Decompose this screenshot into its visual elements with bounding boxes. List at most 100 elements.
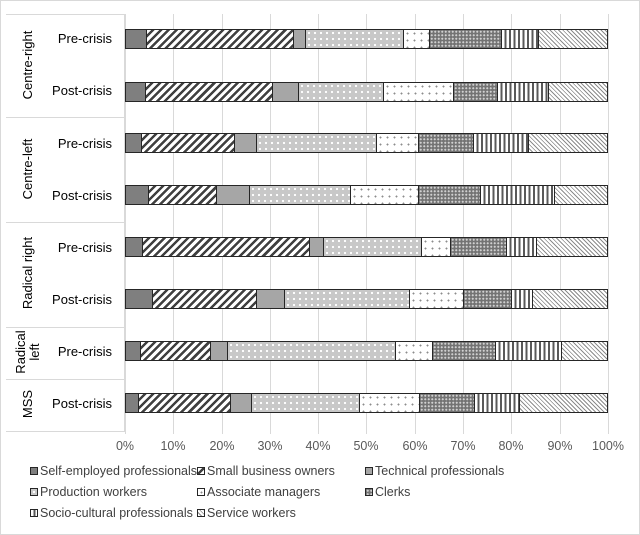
bar-segment-production-workers [227,341,396,361]
bar-centre-right-pre [125,29,608,49]
gridline-100 [608,14,609,434]
legend-label: Associate managers [207,485,321,499]
x-tick-label: 40% [305,439,331,453]
row-label-mss-post: Post-crisis [52,396,112,411]
bar-segment-self-employed-professionals [125,133,142,153]
bar-segment-self-employed-professionals [125,29,148,49]
row-label-radical-right-post: Post-crisis [52,292,112,307]
x-tick-label: 100% [592,439,624,453]
x-tick-label: 0% [115,439,135,453]
legend-label: Clerks [375,485,411,499]
bar-segment-small-business-owners [140,341,211,361]
bar-segment-production-workers [250,185,352,205]
bar-segment-service-workers [538,29,608,49]
bar-segment-small-business-owners [145,82,273,102]
bar-segment-self-employed-professionals [125,393,140,413]
bar-segment-socio-cultural-professionals [495,341,563,361]
bar-segment-technical-professionals [235,133,258,153]
bar-segment-small-business-owners [142,237,310,257]
bar-segment-production-workers [323,237,423,257]
bar-segment-self-employed-professionals [125,185,150,205]
bar-segment-associate-managers [403,29,430,49]
service-workers-swatch-icon [197,509,205,517]
gridline-80 [511,14,512,434]
bar-segment-service-workers [528,133,608,153]
row-label-centre-right-post: Post-crisis [52,83,112,98]
bar-radical-right-pre [125,237,608,257]
x-tick-label: 50% [353,439,379,453]
bar-segment-socio-cultural-professionals [497,82,550,102]
bar-segment-small-business-owners [139,393,231,413]
bar-segment-production-workers [298,82,384,102]
bar-segment-self-employed-professionals [125,237,143,257]
legend-label: Service workers [207,506,296,520]
bar-segment-technical-professionals [272,82,299,102]
small-business-swatch-icon [197,467,205,475]
bar-segment-small-business-owners [141,133,235,153]
bar-centre-right-post [125,82,608,102]
bar-segment-service-workers [536,237,608,257]
legend-label: Small business owners [207,464,335,478]
bar-segment-production-workers [284,289,410,309]
bar-segment-clerks [464,289,512,309]
bar-segment-socio-cultural-professionals [473,133,529,153]
bar-segment-self-employed-professionals [125,341,141,361]
group-box-centre-left [6,117,125,222]
bar-centre-left-post [125,185,608,205]
bar-segment-clerks [419,185,481,205]
legend-item-self-employed: Self-employed professionals [30,464,197,478]
bar-segment-socio-cultural-professionals [501,29,539,49]
x-tick-label: 80% [498,439,524,453]
bar-segment-technical-professionals [230,393,252,413]
bar-segment-associate-managers [409,289,465,309]
bar-segment-technical-professionals [210,341,228,361]
row-label-centre-left-post: Post-crisis [52,188,112,203]
x-tick-label: 10% [160,439,186,453]
legend-item-socio-cultural: Socio-cultural professionals [30,506,193,520]
bar-segment-associate-managers [422,237,451,257]
bar-segment-associate-managers [351,185,420,205]
technical-swatch-icon [365,467,373,475]
gridline-20 [222,14,223,434]
bar-segment-associate-managers [359,393,420,413]
clerks-swatch-icon [365,488,373,496]
socio-cultural-swatch-icon [30,509,38,517]
bar-segment-clerks [418,133,474,153]
x-tick-label: 30% [257,439,283,453]
gridline-50 [366,14,367,434]
gridline-10 [173,14,174,434]
bar-segment-clerks [429,29,502,49]
bar-segment-service-workers [519,393,608,413]
legend-label: Production workers [40,485,147,499]
row-label-centre-left-pre: Pre-crisis [57,136,112,151]
production-swatch-icon [30,488,38,496]
gridline-30 [270,14,271,434]
row-label-radical-right-pre: Pre-crisis [57,240,112,255]
bar-segment-small-business-owners [149,185,218,205]
bar-radical-right-post [125,289,608,309]
group-label-centre-left: Centre-left [20,138,35,200]
bar-segment-service-workers [554,185,608,205]
bar-segment-small-business-owners [147,29,294,49]
legend-item-clerks: Clerks [365,485,410,499]
bar-segment-socio-cultural-professionals [511,289,533,309]
associate-managers-swatch-icon [197,488,205,496]
bar-segment-small-business-owners [153,289,257,309]
bar-segment-clerks [433,341,496,361]
bar-segment-service-workers [549,82,608,102]
bar-segment-clerks [450,237,507,257]
legend-item-technical: Technical professionals [365,464,504,478]
group-box-mss [6,379,125,432]
group-box-radical-left [6,327,125,379]
bar-segment-self-employed-professionals [125,82,146,102]
bar-centre-left-pre [125,133,608,153]
x-tick-label: 70% [450,439,476,453]
bar-segment-production-workers [251,393,360,413]
bar-segment-socio-cultural-professionals [480,185,555,205]
bar-segment-service-workers [532,289,608,309]
row-label-radical-left-pre: Pre-crisis [57,344,112,359]
bar-segment-self-employed-professionals [125,289,153,309]
bar-segment-clerks [453,82,498,102]
gridline-40 [318,14,319,434]
